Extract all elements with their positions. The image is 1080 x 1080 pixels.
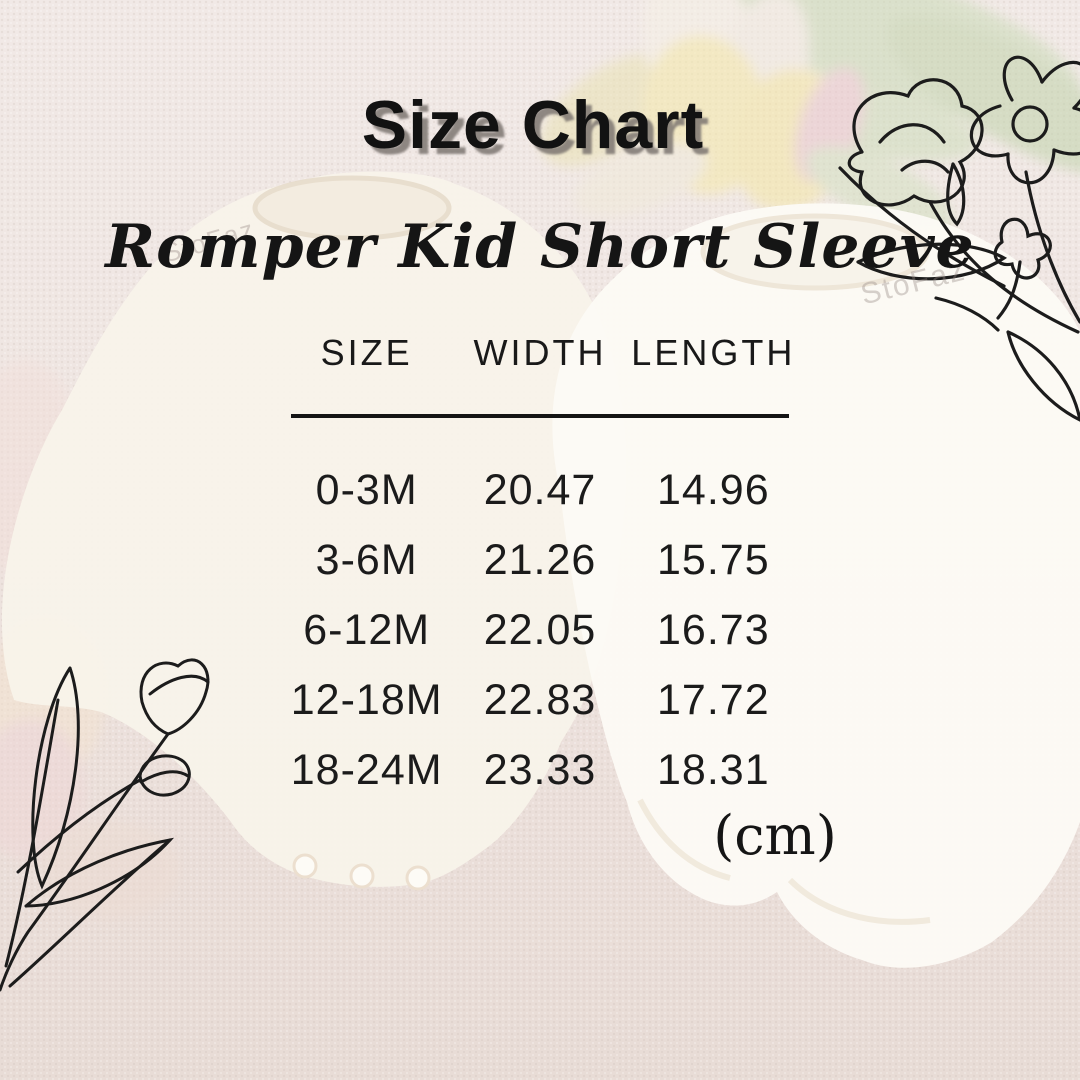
- right-romper-cuff: [637, 798, 931, 925]
- cell-width: 22.83: [483, 675, 597, 724]
- cell-size: 0-3M: [315, 465, 418, 514]
- size-table-body: 0-3M 20.47 14.96 3-6M 21.26 15.75 6-12M …: [280, 455, 800, 805]
- poppy-flowers-line-art-icon: [838, 55, 1080, 422]
- left-romper-photo: [1, 171, 627, 891]
- cell-width: 22.05: [483, 605, 597, 654]
- product-name: Romper Kid Short Sleeve: [105, 212, 975, 282]
- cell-width: 21.26: [483, 535, 597, 584]
- cell-length: 18.31: [657, 745, 770, 794]
- cell-length: 15.75: [657, 535, 770, 584]
- cell-length: 14.96: [657, 465, 770, 514]
- cell-size: 18-24M: [290, 745, 443, 794]
- header-divider-line: [291, 414, 789, 418]
- faded-tulip-photo: [540, 0, 1080, 234]
- cell-length: 17.72: [657, 675, 770, 724]
- cell-width: 20.47: [483, 465, 597, 514]
- column-header-width: WIDTH: [473, 332, 607, 373]
- table-row: 3-6M 21.26 15.75: [280, 525, 800, 595]
- cell-size: 12-18M: [290, 675, 443, 724]
- chart-title: Size Chart: [361, 87, 705, 163]
- cell-width: 23.33: [483, 745, 597, 794]
- cell-length: 16.73: [657, 605, 770, 654]
- table-row: 0-3M 20.47 14.96: [280, 455, 800, 525]
- column-header-length: LENGTH: [631, 332, 796, 373]
- snap-buttons: [292, 853, 431, 891]
- table-row: 6-12M 22.05 16.73: [280, 595, 800, 665]
- size-table-header: SIZE WIDTH LENGTH: [280, 332, 800, 374]
- table-row: 12-18M 22.83 17.72: [280, 665, 800, 735]
- cell-size: 6-12M: [303, 605, 431, 654]
- column-header-size: SIZE: [320, 332, 413, 373]
- right-romper-photo: [552, 203, 1080, 968]
- table-row: 18-24M 23.33 18.31: [280, 735, 800, 805]
- unit-label: (cm): [713, 804, 837, 867]
- cell-size: 3-6M: [315, 535, 418, 584]
- left-romper-collar: [252, 175, 452, 241]
- tulip-line-art-icon: [0, 658, 210, 992]
